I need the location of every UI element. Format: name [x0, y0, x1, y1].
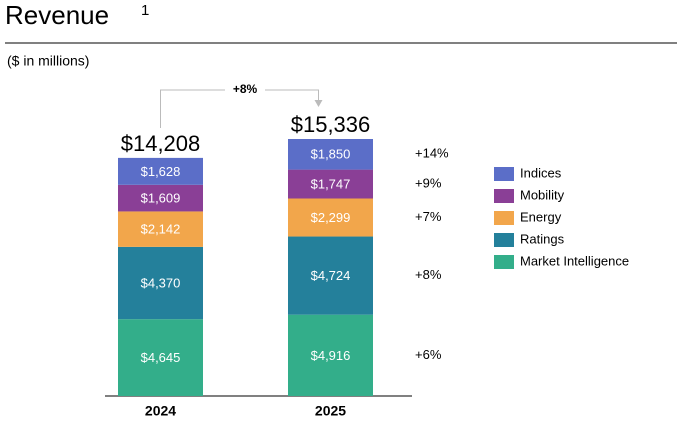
subtitle: ($ in millions) — [7, 53, 89, 69]
bar-segment — [288, 236, 373, 315]
bar-segment — [118, 246, 203, 320]
legend-swatch — [494, 255, 514, 269]
x-tick-label: 2025 — [315, 403, 346, 419]
legend-swatch — [494, 189, 514, 203]
overall-change: +8% — [233, 82, 258, 96]
value-label: $2,142 — [141, 222, 181, 237]
segment-change: +9% — [415, 175, 442, 190]
value-label: $1,628 — [141, 164, 181, 179]
legend-swatch — [494, 167, 514, 181]
total-label: $14,208 — [121, 131, 201, 156]
chart-title: Revenue — [5, 0, 109, 30]
bar-segment — [288, 169, 373, 199]
value-label: $1,747 — [311, 176, 351, 191]
change-arrowhead — [314, 100, 323, 107]
value-label: $4,916 — [311, 348, 351, 363]
value-label: $2,299 — [311, 210, 351, 225]
bar-segment — [288, 198, 373, 237]
value-label: $4,370 — [141, 275, 181, 290]
legend-label: Mobility — [520, 187, 565, 202]
value-label: $1,609 — [141, 191, 181, 206]
legend-label: Indices — [520, 165, 562, 180]
segment-change: +7% — [415, 209, 442, 224]
bar-segment — [118, 319, 203, 396]
bar-segment — [118, 211, 203, 247]
bar-segment — [288, 314, 373, 396]
value-label: $4,724 — [311, 268, 351, 283]
total-label: $15,336 — [291, 112, 371, 137]
legend-label: Ratings — [520, 231, 565, 246]
segment-change: +8% — [415, 267, 442, 282]
segment-change: +14% — [415, 146, 449, 161]
legend-swatch — [494, 233, 514, 247]
bar-segment — [118, 157, 203, 185]
bar-segment — [288, 139, 373, 170]
title-superscript: 1 — [141, 2, 149, 19]
legend-label: Market Intelligence — [520, 253, 629, 268]
value-label: $1,850 — [311, 147, 351, 162]
value-label: $4,645 — [141, 350, 181, 365]
bar-segment — [118, 184, 203, 212]
x-tick-label: 2024 — [145, 403, 176, 419]
legend-label: Energy — [520, 209, 562, 224]
change-label-bg — [225, 82, 265, 98]
legend-swatch — [494, 211, 514, 225]
segment-change: +6% — [415, 347, 442, 362]
